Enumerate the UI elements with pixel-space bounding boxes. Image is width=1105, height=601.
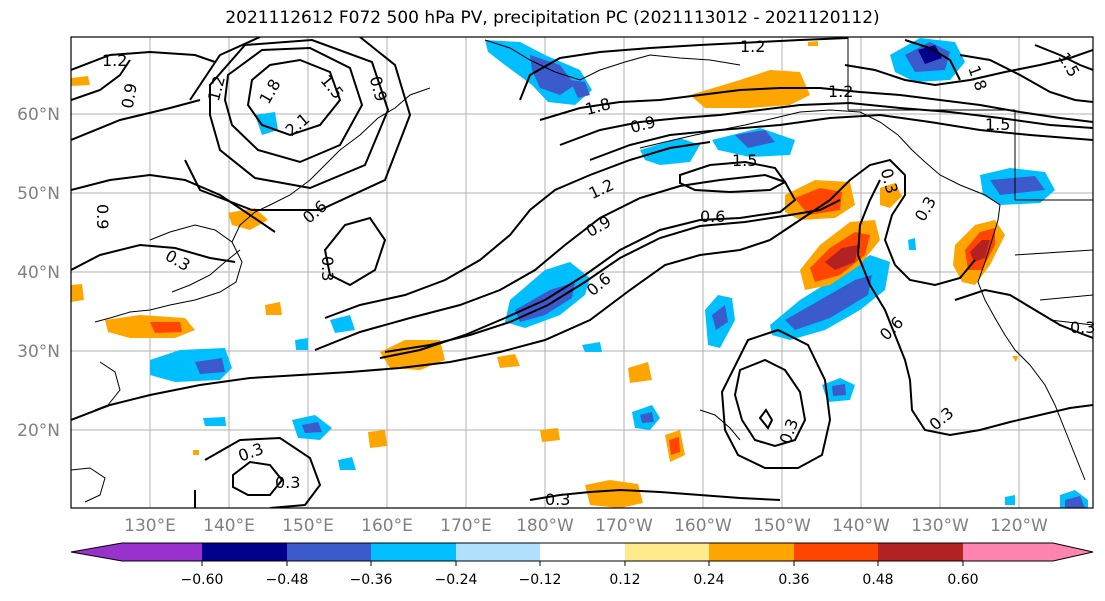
colorbar-extension-left [71, 543, 122, 561]
colorbar-segment [625, 543, 709, 561]
negative-pc-shading [150, 38, 1088, 508]
colorbar-tick-label: 0.12 [609, 572, 640, 588]
colorbar-segment [794, 543, 878, 561]
map-title: 2021112612 F072 500 hPa PV, precipitatio… [225, 8, 880, 28]
lat-label: 20°N [17, 421, 60, 441]
lon-label: 160°W [674, 516, 732, 536]
positive-pc-shading [71, 41, 1018, 508]
contour-label: 0.9 [93, 204, 112, 229]
contour-label: 1.2 [828, 82, 853, 101]
colorbar-tick-label: 0.60 [947, 572, 978, 588]
lon-label: 170°W [595, 516, 653, 536]
colorbar [70, 542, 1094, 566]
colorbar-segment [287, 543, 371, 561]
colorbar-segment [540, 543, 625, 561]
contour-label: 0.3 [545, 490, 570, 509]
lat-label: 60°N [17, 105, 60, 125]
lon-label: 130°E [124, 516, 176, 536]
lon-label: 150°W [753, 516, 811, 536]
contour-label: 1.5 [985, 115, 1010, 134]
contour-label: 0.9 [118, 82, 141, 110]
longitude-labels: 130°E 140°E 150°E 160°E 170°E 180°W 170°… [124, 516, 1048, 536]
lon-label: 140°E [203, 516, 255, 536]
colorbar-extension-right [963, 543, 1093, 561]
colorbar-tick-label: −0.36 [350, 572, 393, 588]
colorbar-outline [70, 542, 1094, 562]
lon-label: 170°E [440, 516, 492, 536]
lon-label: 180°W [516, 516, 574, 536]
lon-label: 130°W [911, 516, 969, 536]
colorbar-tick-label: −0.60 [181, 572, 224, 588]
lon-label: 160°E [361, 516, 413, 536]
lon-label: 120°W [990, 516, 1048, 536]
colorbar-segment [709, 543, 794, 561]
lon-label: 140°W [832, 516, 890, 536]
colorbar-tick-labels: −0.60 −0.48 −0.36 −0.24 −0.12 0.12 0.24 … [181, 572, 979, 588]
colorbar-tick-label: −0.48 [266, 572, 309, 588]
lat-label: 30°N [17, 342, 60, 362]
contour-label: 0.3 [318, 256, 337, 281]
contour-label: 0.3 [275, 473, 300, 492]
contour-label: 0.6 [700, 207, 725, 226]
contour-label: 1.2 [740, 37, 765, 56]
plot-border [70, 36, 1094, 509]
lat-label: 50°N [17, 184, 60, 204]
pv-contours [71, 37, 1093, 508]
lat-label: 40°N [17, 263, 60, 283]
contour-label: 1.5 [732, 151, 757, 170]
colorbar-segment [202, 543, 287, 561]
colorbar-tick-label: 0.24 [693, 572, 724, 588]
colorbar-segment [371, 543, 456, 561]
colorbar-tick-label: −0.24 [435, 572, 478, 588]
colorbar-tick-label: 0.48 [862, 572, 893, 588]
contour-label: 0.3 [1070, 318, 1095, 337]
lon-label: 150°E [282, 516, 334, 536]
contour-label: 1.2 [102, 51, 127, 70]
colorbar-segment [456, 543, 540, 561]
colorbar-segment [878, 543, 963, 561]
latitude-labels: 60°N 50°N 40°N 30°N 20°N [17, 105, 60, 441]
colorbar-tick-label: 0.36 [778, 572, 809, 588]
colorbar-tick-label: −0.12 [519, 572, 562, 588]
